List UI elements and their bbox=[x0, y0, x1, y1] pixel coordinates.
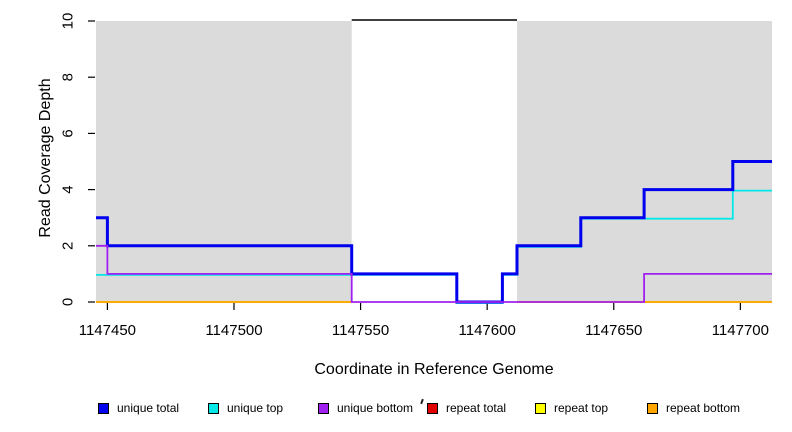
legend-item-unique-bottom: unique bottom bbox=[318, 402, 413, 414]
repeat-top-swatch bbox=[535, 402, 546, 414]
x-tick-label: 1147450 bbox=[79, 322, 136, 339]
y-tick-label: 8 bbox=[60, 73, 77, 81]
unique-total-swatch bbox=[98, 402, 109, 414]
legend-label: repeat top bbox=[554, 401, 609, 415]
unique-top-swatch bbox=[208, 402, 219, 414]
legend-label: unique bottom bbox=[337, 401, 414, 415]
x-axis-title: Coordinate in Reference Genome bbox=[314, 361, 554, 378]
repeat-bottom-swatch bbox=[647, 402, 658, 414]
x-tick-label: 1147550 bbox=[332, 322, 389, 339]
legend-label: repeat total bbox=[446, 401, 507, 415]
x-tick-label: 1147600 bbox=[459, 322, 516, 339]
repeat-region-shading bbox=[96, 21, 352, 302]
repeat-region-shading bbox=[517, 21, 772, 302]
legend-label: repeat bottom bbox=[666, 401, 741, 415]
y-axis-title: Read Coverage Depth bbox=[37, 78, 54, 238]
unique-bottom-swatch bbox=[318, 402, 329, 414]
legend-item-unique-top: unique top bbox=[208, 402, 283, 414]
x-tick-label: 1147700 bbox=[712, 322, 769, 339]
y-tick-label: 2 bbox=[60, 242, 77, 250]
series-unique-total bbox=[96, 160, 772, 304]
y-tick-label: 6 bbox=[60, 129, 77, 137]
repeat-total-swatch bbox=[427, 402, 438, 414]
legend-item-unique-total: unique total bbox=[98, 402, 179, 414]
y-tick-label: 4 bbox=[60, 185, 77, 193]
series-unique-bottom bbox=[96, 244, 772, 303]
legend-item-repeat-bottom: repeat bottom bbox=[647, 402, 740, 414]
legend-item-repeat-top: repeat top bbox=[535, 402, 608, 414]
y-tick-label: 0 bbox=[60, 298, 77, 306]
legend-label: unique top bbox=[227, 401, 284, 415]
legend-label: unique total bbox=[117, 401, 180, 415]
x-tick-label: 1147500 bbox=[205, 322, 262, 339]
x-tick-label: 1147650 bbox=[585, 322, 642, 339]
y-tick-label: 10 bbox=[60, 13, 77, 30]
legend-item-repeat-total: repeat total bbox=[427, 402, 506, 414]
